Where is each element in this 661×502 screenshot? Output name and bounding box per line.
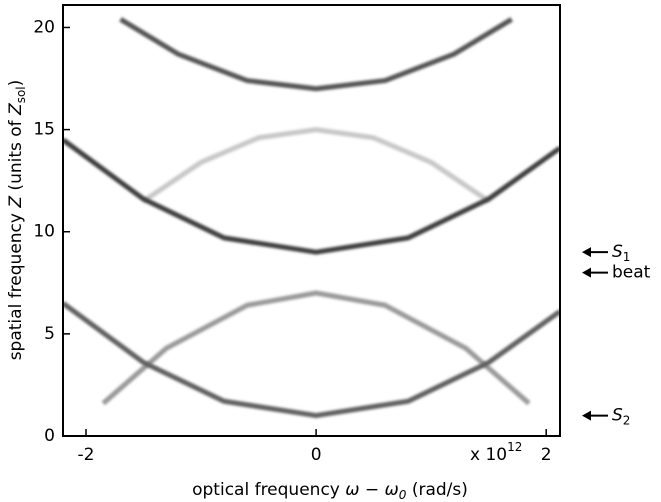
plot-frame xyxy=(62,4,561,437)
annotation-label: S1 xyxy=(612,242,630,264)
annotation-arrowhead xyxy=(582,410,591,421)
annotation-subscript: 2 xyxy=(623,413,631,427)
y-axis-label: spatial frequency Z (units of Zsol) xyxy=(6,80,28,361)
annotation-text: S xyxy=(612,406,623,426)
annotation-label: beat xyxy=(612,263,651,283)
annotation-arrowhead xyxy=(582,247,591,258)
annotation-subscript: 1 xyxy=(623,250,631,264)
curve xyxy=(142,127,491,204)
annotation-text: beat xyxy=(612,263,651,283)
x-multiplier: x 1012 xyxy=(470,440,522,466)
y-tick-label: 0 xyxy=(44,426,55,446)
annotation-arrowhead xyxy=(582,267,591,278)
plot-area xyxy=(63,17,560,419)
curve xyxy=(63,301,560,419)
y-tick-label: 10 xyxy=(33,222,55,242)
y-tick-label: 15 xyxy=(33,120,55,140)
curve xyxy=(101,290,531,406)
x-tick-label: 0 xyxy=(311,445,322,465)
annotation-label: S2 xyxy=(612,406,630,428)
y-tick-label: 20 xyxy=(33,17,55,37)
x-tick-label: -2 xyxy=(78,445,95,465)
annotation-text: S xyxy=(612,242,623,262)
x-axis-label: optical frequency ω − ω0 (rad/s) xyxy=(192,480,468,502)
x-tick-label: 2 xyxy=(541,445,552,465)
curve xyxy=(119,17,513,92)
y-tick-label: 5 xyxy=(44,324,55,344)
